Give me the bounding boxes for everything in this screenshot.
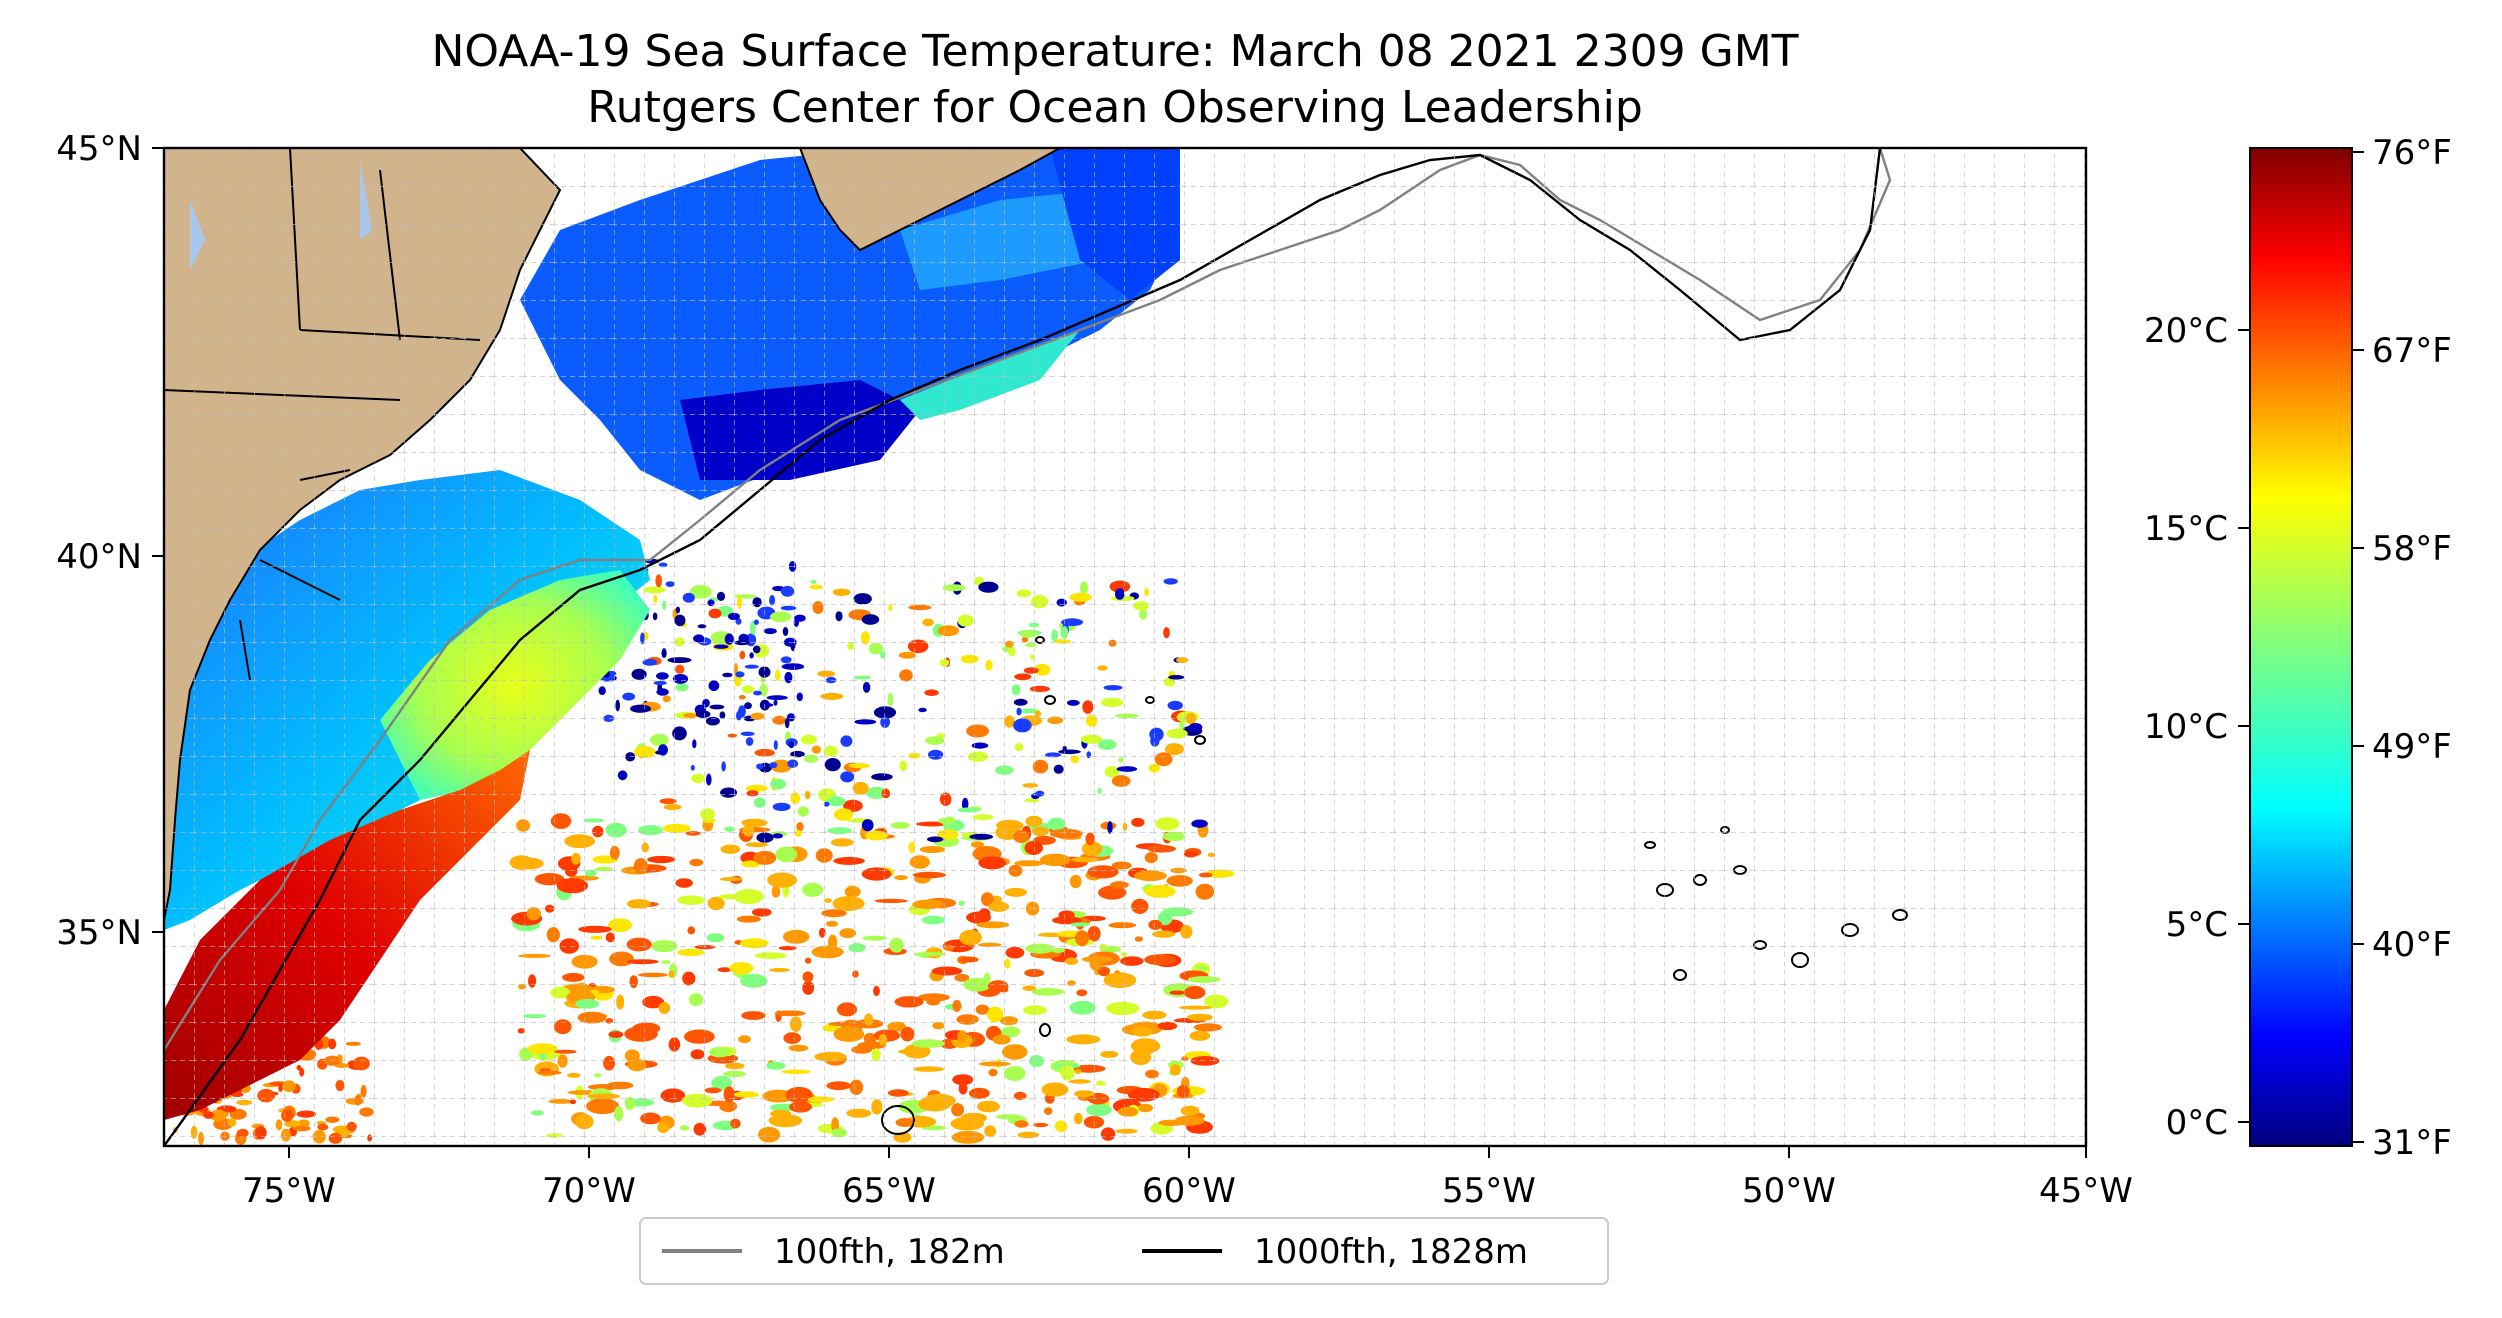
legend-box — [639, 1217, 1609, 1285]
y-tick-label: 45°N — [56, 129, 142, 169]
map-gridlines — [164, 148, 2086, 1146]
x-tick-label: 50°W — [1742, 1171, 1836, 1211]
colorbar-fahrenheit-tick: 76°F — [2372, 133, 2452, 173]
colorbar-celsius-tick: 5°C — [2166, 905, 2228, 945]
legend-label-100fth: 100fth, 182m — [774, 1232, 1005, 1272]
colorbar-celsius-tick: 10°C — [2144, 707, 2228, 747]
x-tick-label: 55°W — [1442, 1171, 1536, 1211]
x-tick-label: 75°W — [242, 1171, 336, 1211]
colorbar: 20°C 15°C 10°C 5°C 0°C 76°F 67°F 58°F 49… — [2144, 133, 2452, 1163]
colorbar-fahrenheit-tick: 67°F — [2372, 331, 2452, 371]
colorbar-fahrenheit-tick: 40°F — [2372, 925, 2452, 965]
colorbar-celsius-tick: 0°C — [2166, 1103, 2228, 1143]
colorbar-fahrenheit-tick: 49°F — [2372, 727, 2452, 767]
map-frame — [162, 146, 2088, 1148]
isobath-legend: 100fth, 182m 1000fth, 1828m — [639, 1217, 1609, 1285]
colorbar-gradient — [2249, 147, 2353, 1147]
map-title: NOAA-19 Sea Surface Temperature: March 0… — [431, 26, 1798, 77]
y-tick-label: 35°N — [56, 913, 142, 953]
x-tick-label: 45°W — [2039, 1171, 2133, 1211]
colorbar-celsius-tick: 15°C — [2144, 509, 2228, 549]
legend-label-1000fth: 1000fth, 1828m — [1254, 1232, 1528, 1272]
colorbar-fahrenheit-tick: 31°F — [2372, 1123, 2452, 1163]
map-subtitle: Rutgers Center for Ocean Observing Leade… — [587, 82, 1643, 133]
map-tick-marks — [152, 147, 2087, 1158]
y-tick-label: 40°N — [56, 537, 142, 577]
x-tick-label: 65°W — [842, 1171, 936, 1211]
colorbar-celsius-tick: 20°C — [2144, 311, 2228, 351]
x-tick-label: 70°W — [542, 1171, 636, 1211]
x-tick-label: 60°W — [1142, 1171, 1236, 1211]
x-axis-labels: 75°W 70°W 65°W 60°W 55°W 50°W 45°W — [242, 1171, 2133, 1211]
colorbar-fahrenheit-tick: 58°F — [2372, 529, 2452, 569]
map-plot — [164, 148, 2086, 1146]
y-axis-labels: 45°N 40°N 35°N — [56, 129, 142, 953]
